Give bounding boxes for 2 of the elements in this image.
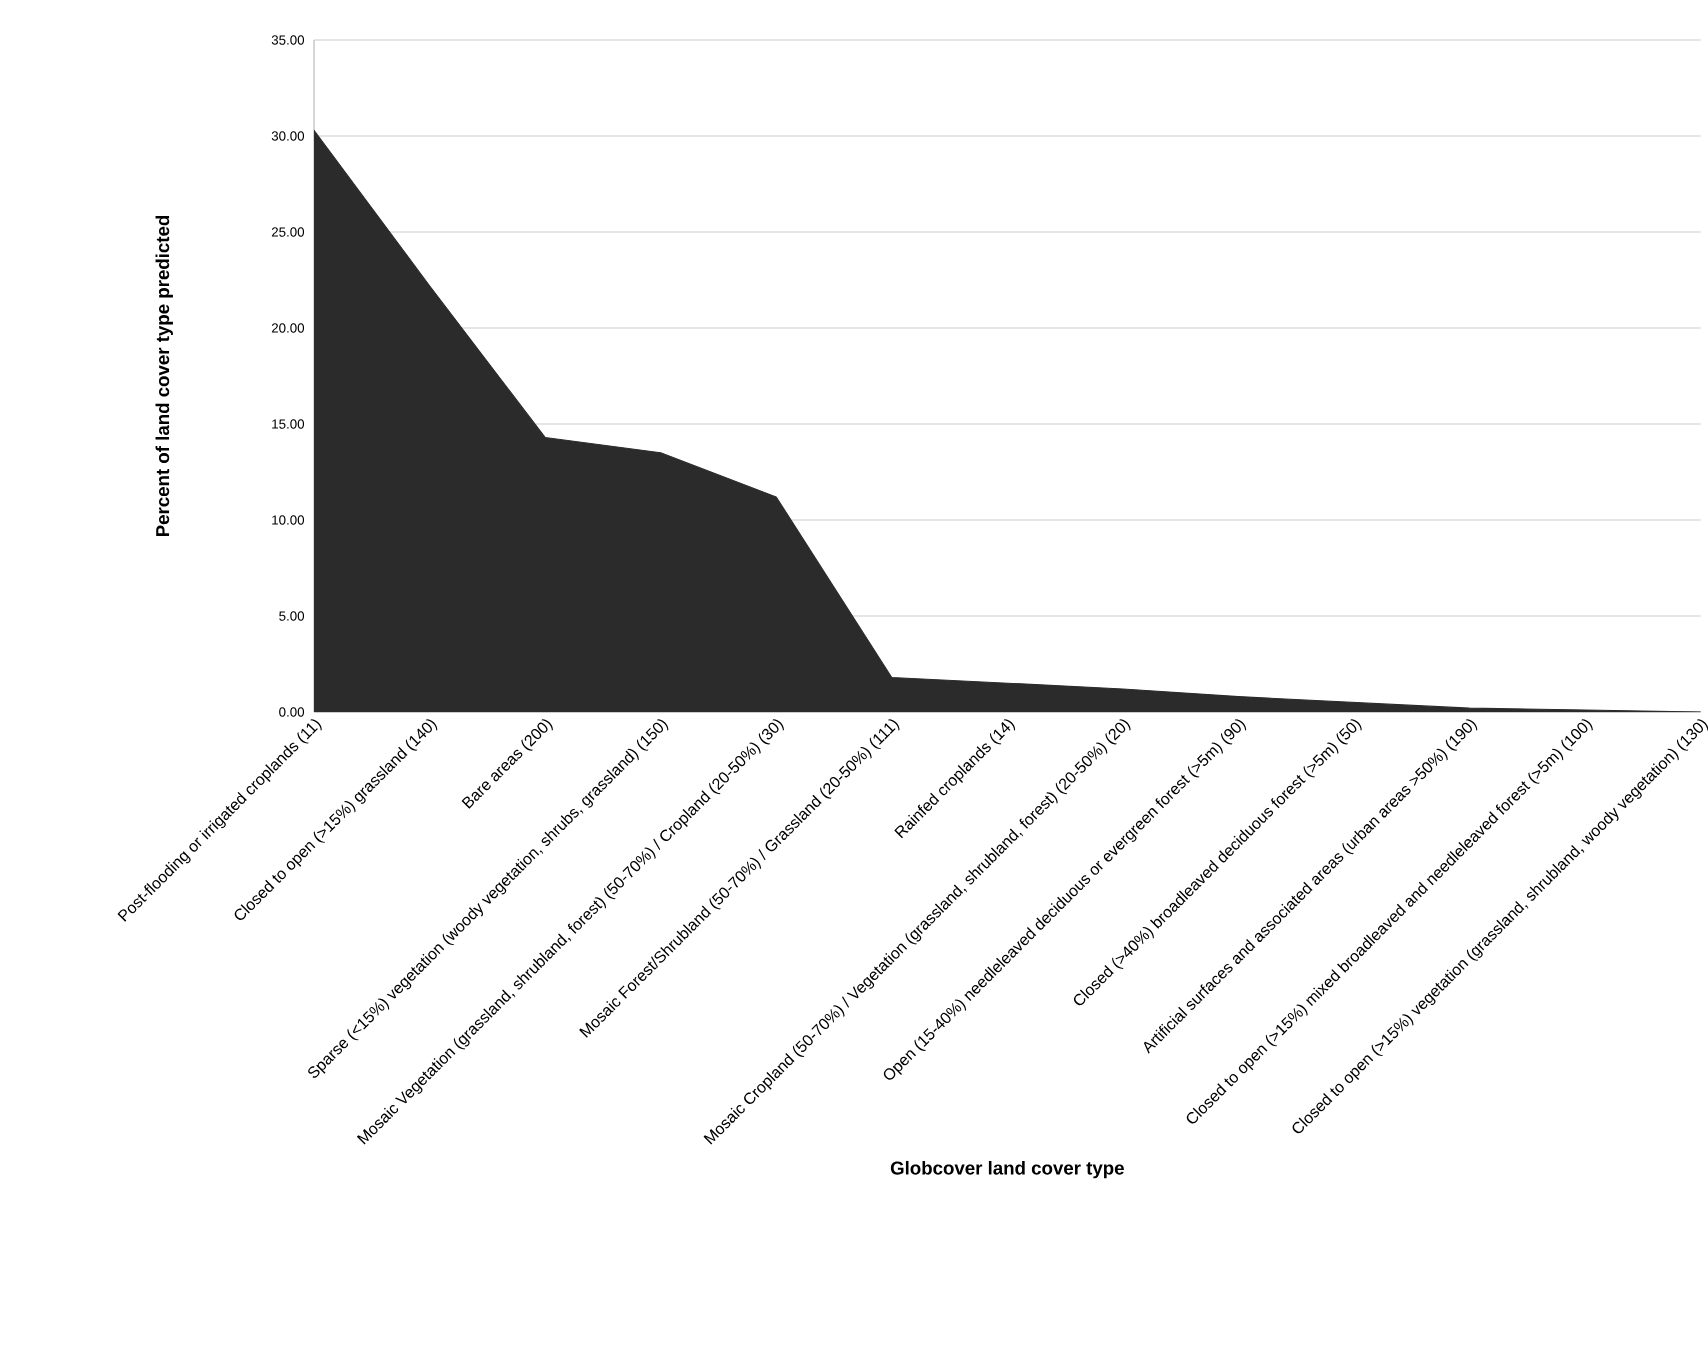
x-axis-title: Globcover land cover type — [890, 1160, 1124, 1179]
y-axis-title: Percent of land cover type predicted — [155, 215, 173, 537]
